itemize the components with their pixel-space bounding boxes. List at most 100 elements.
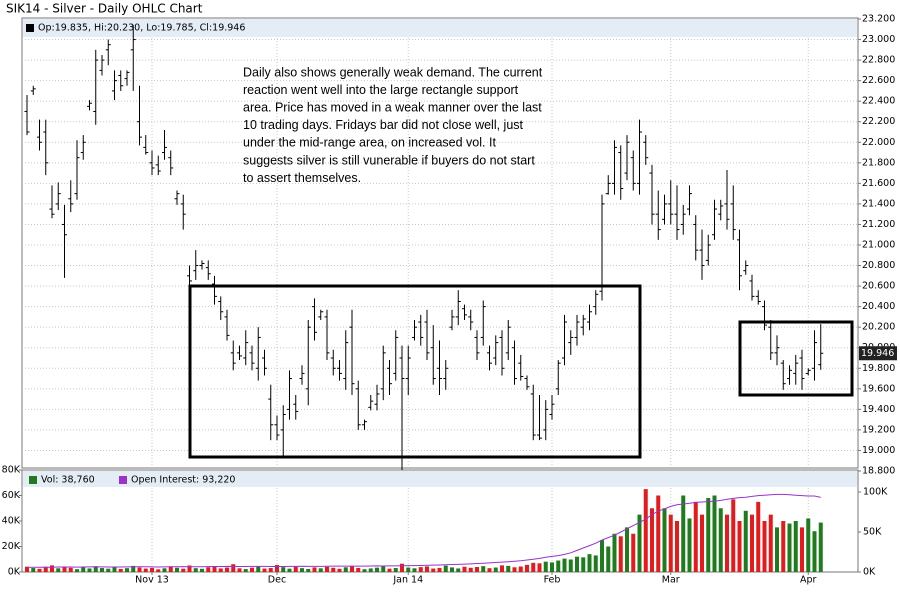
volume-bar [37, 568, 42, 572]
volume-bar [500, 565, 504, 572]
volume-bar [131, 565, 136, 572]
volume-bar [606, 546, 611, 572]
volume-bar [43, 567, 48, 572]
y-tick-label: 22.200 [862, 116, 895, 127]
y2-tick-label: 50K [863, 527, 882, 538]
legend-swatch [29, 476, 37, 484]
y-tick-label: 20.200 [862, 322, 895, 333]
volume-bar [381, 566, 386, 572]
volume-bar [762, 521, 767, 572]
volume-bar [793, 521, 798, 572]
volume-bar [456, 568, 461, 572]
volume-bar [712, 495, 717, 572]
x-tick-label: Mar [662, 575, 680, 586]
volume-bar [556, 560, 561, 572]
volume-bar [206, 567, 211, 572]
x-tick-label: Jan 14 [392, 575, 423, 586]
volume-bar [675, 521, 679, 572]
volume-bar [568, 559, 573, 572]
legend-swatch [26, 24, 34, 32]
y-tick-label: 40K [2, 516, 21, 527]
y-tick-label: 20.800 [862, 260, 895, 271]
volume-bar [818, 522, 823, 572]
volume-bar [268, 568, 273, 572]
y-tick-label: 21.200 [862, 219, 895, 230]
volume-bar [612, 533, 617, 572]
volume-bar [693, 501, 698, 572]
y-tick-label: 60K [2, 490, 21, 501]
volume-bar [531, 562, 536, 572]
volume-bar [637, 514, 642, 572]
last-price-label: 19.946 [861, 348, 894, 359]
volume-bar [781, 521, 786, 572]
volume-bar [281, 567, 286, 572]
volume-bar [750, 514, 754, 572]
legend-text: Vol: 38,760 [41, 475, 95, 486]
volume-bar [75, 569, 79, 572]
volume-bar [475, 567, 479, 572]
y-tick-label: 21.400 [862, 198, 895, 209]
volume-bar [650, 508, 654, 572]
volume-bar [468, 567, 473, 572]
volume-bar [575, 556, 579, 572]
volume-bar [412, 568, 417, 572]
volume-bar [175, 567, 179, 572]
y-tick-label: 22.400 [862, 96, 895, 107]
volume-bar [150, 567, 154, 572]
volume-bar [406, 567, 411, 572]
y-tick-label: 18.800 [862, 466, 895, 477]
volume-bar [543, 561, 548, 572]
volume-bar [625, 527, 629, 572]
volume-bar [237, 568, 242, 572]
volume-bar [87, 568, 92, 572]
volume-bar [193, 568, 198, 572]
volume-bar [731, 499, 736, 572]
y-tick-label: 80K [2, 465, 21, 476]
volume-bar [212, 566, 217, 572]
volume-bar [200, 568, 204, 572]
volume-bar [143, 568, 148, 572]
volume-bar [231, 564, 236, 572]
volume-bar [156, 569, 161, 572]
volume-bar [668, 514, 673, 572]
volume-bar [362, 569, 367, 572]
volume-bar [806, 518, 811, 572]
volume-bar [618, 536, 623, 572]
volume-bar [218, 568, 223, 572]
volume-bar [662, 508, 667, 572]
volume-bar [687, 518, 692, 572]
annotation: reaction went well into the large rectan… [243, 83, 519, 97]
y-tick-label: 21.600 [862, 178, 895, 189]
volume-bar [331, 567, 336, 572]
volume-bar [375, 567, 379, 572]
volume-bar [643, 489, 648, 572]
volume-bar [481, 566, 486, 572]
volume-bar [106, 568, 111, 572]
volume-bar [537, 563, 542, 572]
volume-bar [62, 566, 67, 572]
volume-bar [593, 555, 598, 572]
volume-bar [756, 501, 761, 572]
x-tick-label: Feb [544, 575, 561, 586]
volume-bar [718, 508, 723, 572]
volume-bar [493, 567, 498, 572]
volume-bar [418, 567, 423, 572]
volume-bar [300, 568, 304, 572]
volume-bar [400, 563, 404, 572]
volume-bar [787, 523, 792, 572]
volume-bar [437, 567, 442, 572]
volume-bar [431, 568, 436, 572]
volume-bar [306, 568, 311, 572]
volume-bar [800, 527, 804, 572]
volume-bar [50, 565, 54, 572]
volume-bar [318, 568, 323, 572]
volume-bar [81, 567, 86, 572]
volume-bar [250, 567, 254, 572]
volume-bar [100, 568, 104, 572]
volume-bar [243, 569, 248, 572]
legend-band [23, 19, 857, 37]
annotation: under the mid-range area, on increased v… [243, 136, 496, 150]
y-tick-label: 22.600 [862, 75, 895, 86]
volume-bar [550, 562, 554, 572]
